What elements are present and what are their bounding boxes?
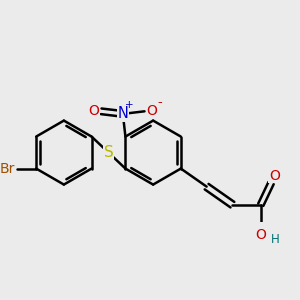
Text: H: H [271, 233, 280, 246]
Text: S: S [103, 145, 113, 160]
Text: O: O [255, 228, 266, 242]
Text: -: - [158, 96, 162, 109]
Text: +: + [125, 100, 134, 110]
Text: N: N [117, 106, 128, 122]
Text: O: O [269, 169, 280, 183]
Text: O: O [88, 104, 99, 118]
Text: O: O [146, 104, 157, 118]
Text: Br: Br [0, 162, 16, 176]
